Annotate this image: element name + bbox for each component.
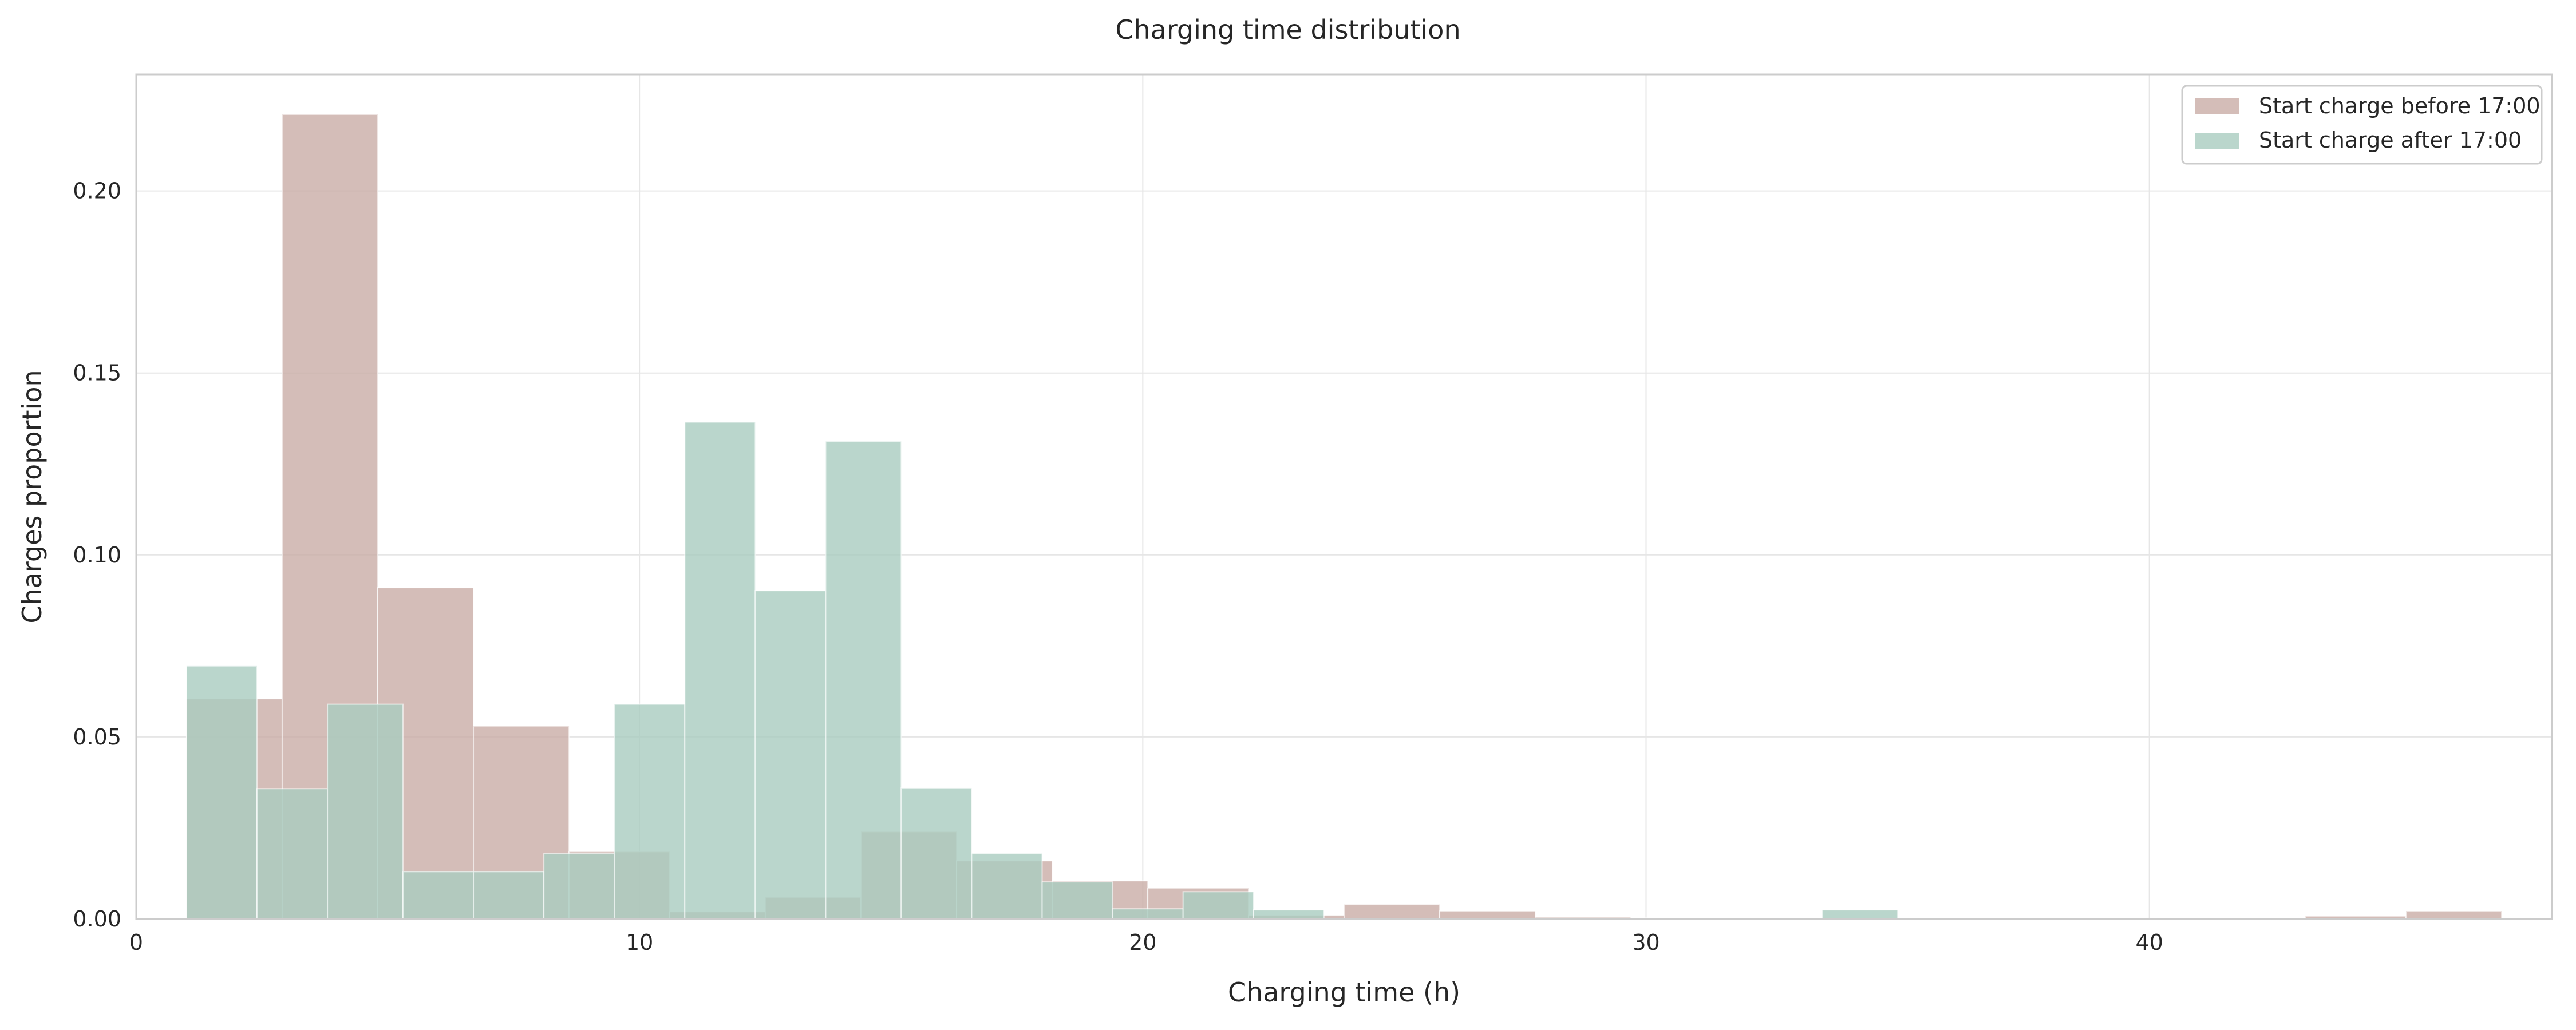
legend-label-after-17: Start charge after 17:00 <box>2259 128 2522 153</box>
histogram-bar <box>900 787 973 920</box>
y-tick-label: 0.20 <box>73 179 121 204</box>
y-tick-label: 0.15 <box>73 360 121 386</box>
histogram-bar <box>327 703 404 920</box>
chart-title: Charging time distribution <box>1115 14 1460 45</box>
x-tick-label: 10 <box>626 930 653 955</box>
legend: Start charge before 17:00 Start charge a… <box>2181 85 2543 165</box>
x-tick-label: 30 <box>1632 930 1660 955</box>
y-axis-label: Charges proportion <box>17 370 48 623</box>
histogram-bar <box>185 665 258 920</box>
series-1-bars <box>185 421 1899 920</box>
y-tick-label: 0.05 <box>73 724 121 750</box>
x-axis-label: Charging time (h) <box>1228 977 1460 1008</box>
tick-labels: 0 10 20 30 40 0.00 0.05 0.10 0.15 0.20 <box>73 179 2163 955</box>
histogram-bar <box>1112 908 1184 920</box>
histogram-bar <box>1182 891 1254 920</box>
legend-box <box>2181 85 2543 165</box>
histogram-bar <box>684 421 756 920</box>
x-tick-label: 20 <box>1129 930 1156 955</box>
histogram-bar <box>825 441 902 920</box>
histogram-bar <box>614 703 686 920</box>
histogram-bar <box>754 590 827 920</box>
histogram-bar <box>543 853 615 920</box>
y-tick-label: 0.10 <box>73 542 121 568</box>
histogram-bar <box>473 871 545 920</box>
histogram-bar <box>402 871 475 920</box>
legend-swatch-after-17 <box>2195 133 2239 149</box>
histogram-bar <box>1253 909 1325 920</box>
histogram-bar <box>2405 910 2503 920</box>
plot-area-frame <box>135 73 2553 920</box>
histogram-bar <box>1344 904 1441 920</box>
x-tick-label: 40 <box>2135 930 2163 955</box>
histogram-bar <box>1439 910 1536 920</box>
histogram-bar <box>971 853 1043 920</box>
histogram-bar <box>256 788 329 920</box>
x-tick-label: 0 <box>129 930 143 955</box>
histogram-bars <box>185 113 2503 920</box>
histogram-bar <box>1041 881 1113 920</box>
histogram-bar <box>1822 909 1899 920</box>
legend-label-before-17: Start charge before 17:00 <box>2259 93 2541 118</box>
y-tick-label: 0.00 <box>73 906 121 932</box>
legend-swatch-before-17 <box>2195 98 2239 114</box>
